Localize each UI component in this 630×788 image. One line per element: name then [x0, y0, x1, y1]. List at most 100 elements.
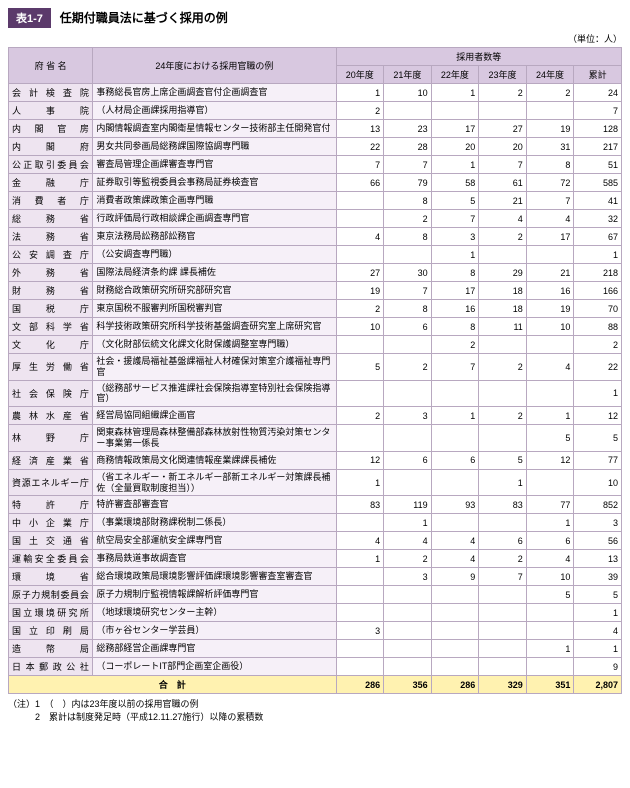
value-cell: 4	[431, 532, 479, 550]
table-row: 内 閣 府男女共同参画局総務課国際協調専門職2228202031217	[9, 138, 622, 156]
table-row: 造 幣 局総務部経営企画課専門官11	[9, 640, 622, 658]
value-cell	[479, 246, 527, 264]
table-title: 任期付職員法に基づく採用の例	[60, 9, 228, 26]
value-cell: 4	[384, 532, 432, 550]
value-cell	[431, 586, 479, 604]
ministry-cell: 国 土 交 通 省	[9, 532, 93, 550]
table-row: 財 務 省財務総合政策研究所研究部研究官197171816166	[9, 282, 622, 300]
value-cell: 12	[336, 451, 384, 469]
value-cell	[336, 336, 384, 354]
value-cell: 6	[526, 532, 574, 550]
value-cell	[384, 102, 432, 120]
value-cell: 13	[336, 120, 384, 138]
value-cell: 166	[574, 282, 622, 300]
ministry-cell: 公 安 調 査 庁	[9, 246, 93, 264]
value-cell: 4	[479, 210, 527, 228]
value-cell: 39	[574, 568, 622, 586]
example-cell: 社会・援護局福祉基盤課福祉人材確保対策室介護福祉専門官	[93, 354, 336, 381]
value-cell	[431, 622, 479, 640]
value-cell: 28	[384, 138, 432, 156]
ministry-cell: 林 野 庁	[9, 425, 93, 452]
value-cell: 22	[336, 138, 384, 156]
ministry-cell: 人 事 院	[9, 102, 93, 120]
value-cell: 1	[431, 407, 479, 425]
note-2: 2 累計は制度発足時（平成12.11.27施行）以降の累積数	[8, 711, 622, 724]
example-cell: （人材局企画課採用指導官）	[93, 102, 336, 120]
ministry-cell: 日 本 郵 政 公 社	[9, 658, 93, 676]
example-cell: （市ヶ谷センター学芸員）	[93, 622, 336, 640]
value-cell: 17	[431, 120, 479, 138]
col-y21: 21年度	[384, 66, 432, 84]
ministry-cell: 資源エネルギー庁	[9, 469, 93, 496]
example-cell: 財務総合政策研究所研究部研究官	[93, 282, 336, 300]
value-cell	[431, 640, 479, 658]
value-cell: 5	[574, 586, 622, 604]
value-cell: 72	[526, 174, 574, 192]
table-row: 環 境 省総合環境政策局環境影響評価課環境影響審査室審査官3971039	[9, 568, 622, 586]
ministry-cell: 会 計 検 査 院	[9, 84, 93, 102]
value-cell	[384, 604, 432, 622]
value-cell: 18	[479, 300, 527, 318]
example-cell: 内閣情報調査室内閣衛星情報センター技術部主任開発官付	[93, 120, 336, 138]
value-cell: 56	[574, 532, 622, 550]
value-cell	[384, 425, 432, 452]
col-y24: 24年度	[526, 66, 574, 84]
table-number-badge: 表1-7	[8, 8, 51, 28]
ministry-cell: 農 林 水 産 省	[9, 407, 93, 425]
ministry-cell: 国立環境研究所	[9, 604, 93, 622]
table-row: 原子力規制委員会原子力規制庁監視情報課解析評価専門官55	[9, 586, 622, 604]
value-cell	[431, 380, 479, 407]
value-cell	[431, 514, 479, 532]
example-cell: 総合環境政策局環境影響評価課環境影響審査室審査官	[93, 568, 336, 586]
value-cell	[479, 336, 527, 354]
value-cell: 2	[526, 84, 574, 102]
value-cell	[431, 658, 479, 676]
value-cell: 1	[431, 84, 479, 102]
sum-y22: 286	[431, 676, 479, 694]
value-cell	[526, 246, 574, 264]
value-cell: 2	[384, 550, 432, 568]
value-cell	[479, 658, 527, 676]
value-cell: 4	[336, 228, 384, 246]
table-row: 資源エネルギー庁（省エネルギー・新エネルギー部新エネルギー対策課長補佐（全量買取…	[9, 469, 622, 496]
value-cell: 5	[479, 451, 527, 469]
value-cell: 20	[479, 138, 527, 156]
value-cell	[526, 380, 574, 407]
value-cell: 2	[336, 102, 384, 120]
example-cell: （総務部サービス推進課社会保険指導室特別社会保険指導官）	[93, 380, 336, 407]
value-cell: 32	[574, 210, 622, 228]
value-cell: 1	[479, 469, 527, 496]
value-cell: 3	[336, 622, 384, 640]
value-cell: 7	[479, 568, 527, 586]
value-cell: 13	[574, 550, 622, 568]
value-cell: 5	[431, 192, 479, 210]
sum-y23: 329	[479, 676, 527, 694]
col-group: 採用者数等	[336, 48, 621, 66]
table-row: 運輸安全委員会事務局鉄道事故調査官1242413	[9, 550, 622, 568]
value-cell: 1	[574, 640, 622, 658]
value-cell	[431, 604, 479, 622]
ministry-cell: 社 会 保 険 庁	[9, 380, 93, 407]
ministry-cell: 文 部 科 学 省	[9, 318, 93, 336]
value-cell: 22	[574, 354, 622, 381]
value-cell: 4	[526, 210, 574, 228]
example-cell: 男女共同参画局総務課国際協調専門職	[93, 138, 336, 156]
value-cell: 217	[574, 138, 622, 156]
table-row: 金 融 庁証券取引等監視委員会事務局証券検査官6679586172585	[9, 174, 622, 192]
value-cell: 88	[574, 318, 622, 336]
value-cell	[526, 604, 574, 622]
value-cell: 8	[431, 318, 479, 336]
ministry-cell: 総 務 省	[9, 210, 93, 228]
value-cell: 2	[384, 210, 432, 228]
table-row: 特 許 庁特許審査部審査官83119938377852	[9, 496, 622, 514]
table-row: 社 会 保 険 庁（総務部サービス推進課社会保険指導室特別社会保険指導官）1	[9, 380, 622, 407]
value-cell: 2	[479, 407, 527, 425]
value-cell: 17	[431, 282, 479, 300]
table-row: 経 済 産 業 省商務情報政策局文化関連情報産業課課長補佐126651277	[9, 451, 622, 469]
table-row: 内 閣 官 房内閣情報調査室内閣衛星情報センター技術部主任開発官付1323172…	[9, 120, 622, 138]
value-cell: 4	[526, 354, 574, 381]
value-cell: 2	[479, 550, 527, 568]
table-row: 文 化 庁（文化財部伝統文化課文化財保護調整室専門職）22	[9, 336, 622, 354]
value-cell: 10	[574, 469, 622, 496]
table-header: 表1-7 任期付職員法に基づく採用の例	[8, 8, 622, 28]
